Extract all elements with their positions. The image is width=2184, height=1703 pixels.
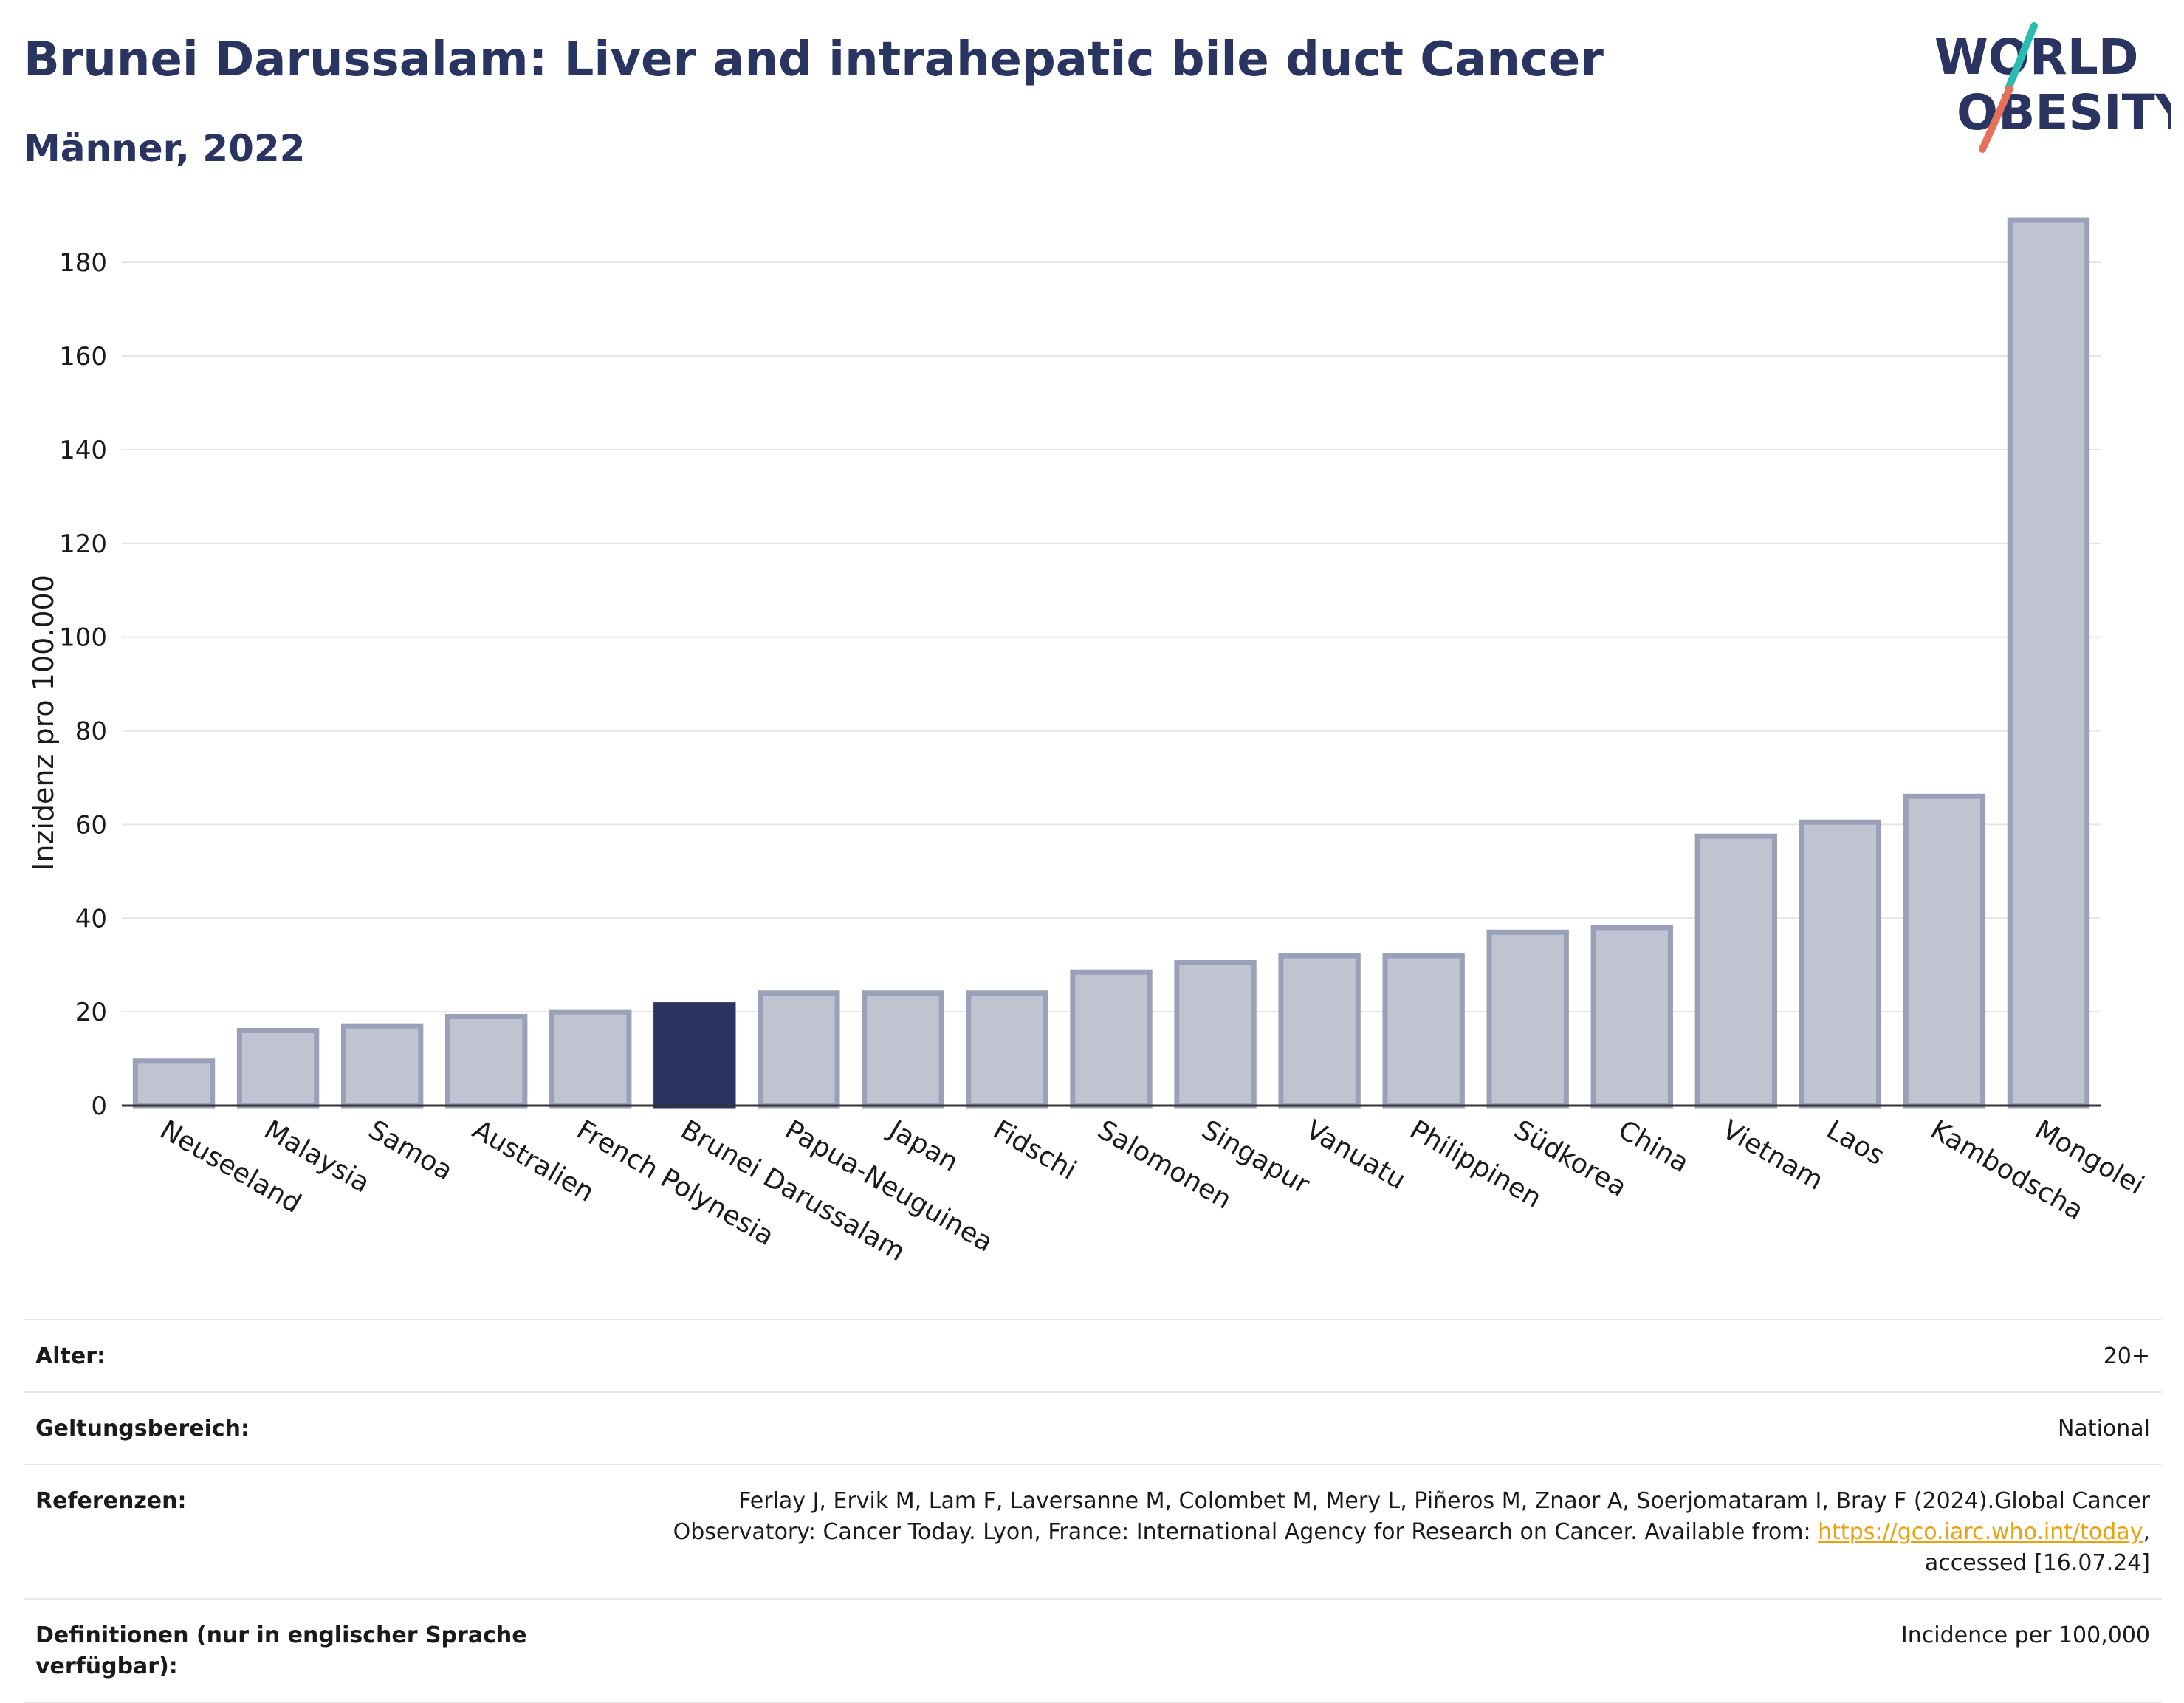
meta-label-references: Referenzen: <box>35 1488 187 1514</box>
meta-value-age: 20+ <box>2103 1343 2150 1369</box>
y-tick-label: 40 <box>75 904 107 933</box>
bar-salomonen <box>1070 969 1153 1109</box>
x-tick-label: Fidschi <box>988 1114 1081 1186</box>
meta-value-definitions: Incidence per 100,000 <box>1900 1623 2150 1648</box>
bar-vietnam <box>1694 833 1778 1109</box>
y-tick-label: 100 <box>59 623 107 653</box>
bar-brunei-darussalam <box>653 1002 736 1109</box>
meta-row-scope: Geltungsbereich: National <box>24 1391 2162 1464</box>
logo-slash-red <box>1979 85 2013 153</box>
x-tick-label: Laos <box>1821 1114 1889 1171</box>
bar-papua-neuguinea <box>758 990 840 1109</box>
bar-chart: 0 20 40 60 80 100 120 140 160 180 NeuseelandMalay… <box>27 217 2149 1267</box>
bar-japan <box>862 990 944 1109</box>
y-tick-label: 120 <box>59 530 107 559</box>
bar-french-polynesia <box>549 1009 632 1109</box>
bar-vanuatu <box>1278 953 1361 1109</box>
reference-accessed: , accessed [16.07.24] <box>1924 1519 2150 1576</box>
x-tick-label: Vietnam <box>1717 1114 1828 1196</box>
meta-row-references: Referenzen: Ferlay J, Ervik M, Lam F, La… <box>24 1464 2162 1598</box>
y-tick-label: 140 <box>59 436 107 465</box>
meta-row-age: Alter: 20+ <box>24 1319 2162 1391</box>
bar-malaysia <box>236 1028 320 1109</box>
bars <box>132 217 2090 1109</box>
bar-samoa <box>340 1023 424 1109</box>
bar-laos <box>1799 819 1882 1109</box>
world-obesity-logo: WORLD OBESITY <box>1934 22 2171 153</box>
meta-label-scope: Geltungsbereich: <box>35 1416 250 1442</box>
bar-südkorea <box>1486 929 1569 1109</box>
logo-text-world: WORLD <box>1934 29 2139 86</box>
meta-label-age: Alter: <box>35 1343 106 1369</box>
y-axis-label: Inzidenz pro 100.000 <box>27 575 60 871</box>
y-tick-label: 160 <box>59 342 107 371</box>
x-tick-label: China <box>1613 1114 1694 1179</box>
reference-link[interactable]: https://gco.iarc.who.int/today <box>1818 1519 2143 1545</box>
reference-text: Ferlay J, Ervik M, Lam F, Laversanne M, … <box>673 1488 2150 1545</box>
y-tick-label: 180 <box>59 248 107 278</box>
bar-philippinen <box>1382 953 1465 1109</box>
meta-value-scope: National <box>2057 1416 2150 1442</box>
x-tick-label: French Polynesia <box>571 1114 779 1252</box>
bar-australien <box>444 1013 528 1109</box>
bar-fidschi <box>966 990 1048 1109</box>
bar-kambodscha <box>1903 793 1986 1109</box>
chart-title: Brunei Darussalam: Liver and intrahepati… <box>24 32 1604 87</box>
metadata-table: Alter: 20+ Geltungsbereich: National Ref… <box>24 1319 2162 1703</box>
bar-mongolei <box>2007 217 2090 1109</box>
y-tick-label: 80 <box>75 717 107 747</box>
x-tick-label: Samoa <box>363 1114 458 1187</box>
logo-slash-teal <box>2005 22 2038 92</box>
meta-row-definitions: Definitionen (nur in englischer Sprache … <box>24 1598 2162 1703</box>
chart-subtitle: Männer, 2022 <box>24 127 306 170</box>
bar-china <box>1590 925 1673 1109</box>
bar-neuseeland <box>132 1058 216 1109</box>
meta-label-definitions: Definitionen (nur in englischer Sprache … <box>35 1623 527 1679</box>
y-tick-label: 20 <box>75 998 107 1027</box>
y-tick-label: 60 <box>75 810 107 840</box>
meta-value-references: Ferlay J, Ervik M, Lam F, Laversanne M, … <box>600 1486 2150 1579</box>
x-tick-label: Vanuatu <box>1300 1114 1410 1196</box>
x-tick-label: Japan <box>883 1114 964 1178</box>
bar-singapur <box>1174 960 1257 1109</box>
y-axis-ticks: 0 20 40 60 80 100 120 140 160 180 <box>59 248 107 1121</box>
y-tick-label: 0 <box>91 1092 107 1121</box>
